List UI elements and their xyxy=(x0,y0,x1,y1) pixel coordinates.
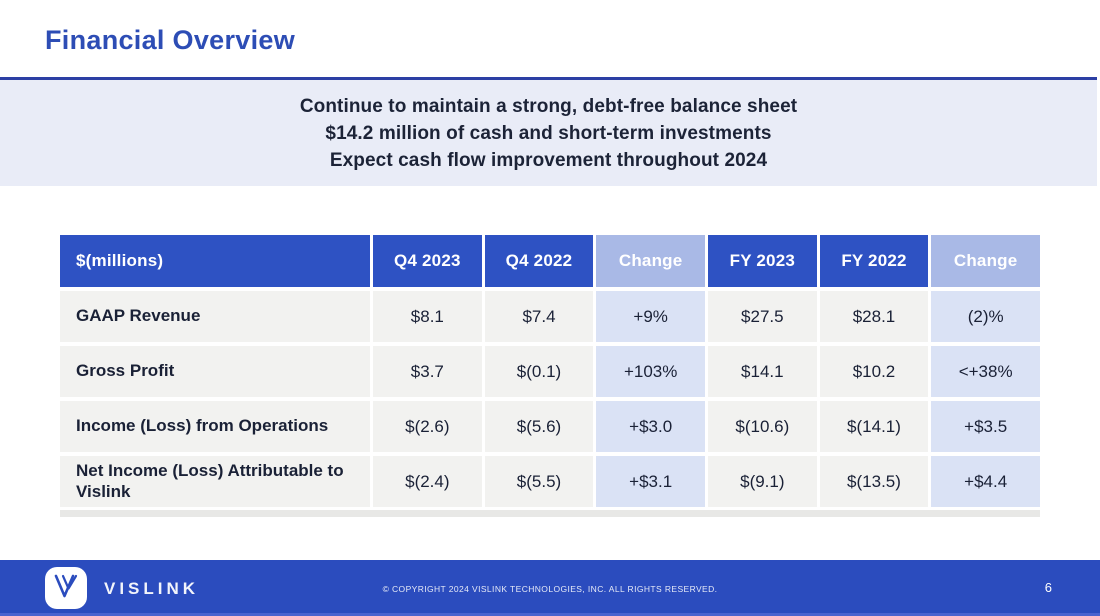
cell-ops-q4-2022: $(5.6) xyxy=(484,401,594,452)
row-label-gaap-revenue: GAAP Revenue xyxy=(60,291,370,342)
row-label-net-income: Net Income (Loss) Attributable to Vislin… xyxy=(60,456,370,507)
copyright-text: © COPYRIGHT 2024 VISLINK TECHNOLOGIES, I… xyxy=(382,584,718,594)
cell-gaap-change-fy: (2)% xyxy=(931,291,1040,342)
table-shadow xyxy=(60,510,1040,517)
banner-line-1: Continue to maintain a strong, debt-free… xyxy=(299,95,798,117)
col-header-change-fy: Change xyxy=(931,235,1040,287)
cell-gaap-fy-2022: $28.1 xyxy=(819,291,929,342)
banner-line-3: Expect cash flow improvement throughout … xyxy=(329,149,768,171)
cell-gaap-q4-2023: $8.1 xyxy=(373,291,482,342)
footer-bar: VISLINK © COPYRIGHT 2024 VISLINK TECHNOL… xyxy=(0,560,1100,616)
cell-gp-fy-2022: $10.2 xyxy=(819,346,929,397)
vislink-logo-icon xyxy=(51,571,81,606)
page-title: Financial Overview xyxy=(45,25,296,55)
slide-header: Financial Overview xyxy=(0,0,1100,77)
cell-ni-fy-2022: $(13.5) xyxy=(819,456,929,507)
summary-banner: Continue to maintain a strong, debt-free… xyxy=(0,80,1097,186)
col-header-q4-2022: Q4 2022 xyxy=(484,235,594,287)
cell-ops-q4-2023: $(2.6) xyxy=(373,401,482,452)
financials-table: $(millions) Q4 2023 Q4 2022 Change FY 20… xyxy=(60,235,1040,507)
cell-gaap-change-q4: +9% xyxy=(596,291,705,342)
cell-ni-fy-2023: $(9.1) xyxy=(707,456,817,507)
row-label-gross-profit: Gross Profit xyxy=(60,346,370,397)
title-divider xyxy=(0,77,1097,80)
cell-gp-change-fy: <+38% xyxy=(931,346,1040,397)
cell-ni-change-fy: +$4.4 xyxy=(931,456,1040,507)
cell-ops-fy-2023: $(10.6) xyxy=(707,401,817,452)
cell-gp-q4-2023: $3.7 xyxy=(373,346,482,397)
cell-gp-q4-2022: $(0.1) xyxy=(484,346,594,397)
cell-gp-fy-2023: $14.1 xyxy=(707,346,817,397)
brand-wordmark: VISLINK xyxy=(104,579,200,598)
row-label-income-operations: Income (Loss) from Operations xyxy=(60,401,370,452)
col-header-fy-2022: FY 2022 xyxy=(819,235,929,287)
cell-ops-fy-2022: $(14.1) xyxy=(819,401,929,452)
cell-ops-change-q4: +$3.0 xyxy=(596,401,705,452)
cell-ni-q4-2022: $(5.5) xyxy=(484,456,594,507)
col-header-q4-2023: Q4 2023 xyxy=(373,235,482,287)
vislink-logo xyxy=(45,567,87,609)
cell-ops-change-fy: +$3.5 xyxy=(931,401,1040,452)
col-header-change-q4: Change xyxy=(596,235,705,287)
col-header-fy-2023: FY 2023 xyxy=(707,235,817,287)
footer-bottom-line xyxy=(0,613,1100,616)
page-number: 6 xyxy=(1044,580,1052,595)
cell-gaap-q4-2022: $7.4 xyxy=(484,291,594,342)
cell-gp-change-q4: +103% xyxy=(596,346,705,397)
banner-line-2: $14.2 million of cash and short-term inv… xyxy=(325,122,772,144)
cell-ni-q4-2023: $(2.4) xyxy=(373,456,482,507)
cell-gaap-fy-2023: $27.5 xyxy=(707,291,817,342)
cell-ni-change-q4: +$3.1 xyxy=(596,456,705,507)
col-header-millions: $(millions) xyxy=(60,235,370,287)
